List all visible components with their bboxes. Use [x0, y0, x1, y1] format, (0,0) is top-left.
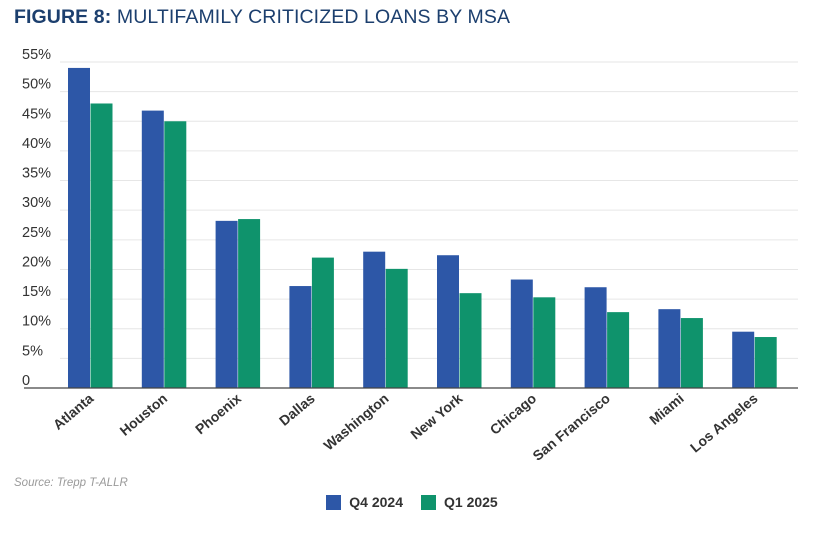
bar-q1: [680, 318, 703, 388]
y-tick-label: 10%: [22, 314, 51, 330]
figure-title: MULTIFAMILY CRITICIZED LOANS BY MSA: [116, 6, 511, 28]
bar-q1: [459, 293, 482, 388]
x-tick-label: Dallas: [276, 390, 318, 429]
y-tick-label: 5%: [22, 343, 43, 359]
y-tick-label: 45%: [22, 106, 51, 122]
y-tick-label: 15%: [22, 284, 51, 300]
x-tick-label: Atlanta: [50, 390, 97, 433]
y-tick-label: 0: [22, 373, 30, 389]
legend: Q4 2024 Q1 2025: [0, 494, 824, 510]
legend-item-q1: Q1 2025: [421, 494, 498, 510]
bar-q4: [658, 309, 681, 388]
x-tick-label: Phoenix: [192, 390, 244, 437]
x-tick-label: Los Angeles: [687, 390, 761, 456]
bar-q1: [385, 268, 408, 388]
legend-label-q4: Q4 2024: [349, 494, 403, 510]
x-tick-label: Houston: [116, 390, 170, 439]
legend-swatch-q1: [421, 494, 436, 510]
bar-q1: [754, 337, 777, 388]
y-tick-label: 30%: [22, 195, 51, 211]
x-tick-label: Washington: [320, 390, 391, 453]
x-tick-label: San Francisco: [529, 390, 613, 464]
legend-item-q4: Q4 2024: [326, 494, 403, 510]
bar-q4: [732, 331, 755, 388]
legend-label-q1: Q1 2025: [444, 494, 498, 510]
bar-q1: [607, 312, 630, 388]
y-tick-label: 55%: [22, 47, 51, 63]
source-note: Source: Trepp T-ALLR: [14, 477, 128, 489]
bar-q1: [164, 121, 187, 388]
bar-q1: [90, 103, 113, 388]
bar-q4: [68, 67, 90, 388]
figure-number: FIGURE 8:: [14, 6, 112, 28]
x-tick-label: New York: [407, 390, 465, 443]
bar-q4: [215, 220, 238, 388]
y-tick-label: 40%: [22, 136, 51, 152]
legend-swatch-q4: [326, 494, 342, 510]
bar-q1: [533, 297, 556, 388]
bar-q4: [289, 286, 312, 388]
y-tick-label: 35%: [22, 166, 51, 182]
bar-q4: [437, 255, 459, 388]
bar-q4: [363, 251, 386, 388]
x-tick-label: Chicago: [487, 390, 540, 438]
y-tick-label: 50%: [22, 77, 51, 93]
bar-q4: [141, 110, 164, 388]
x-tick-label: Miami: [646, 390, 687, 428]
y-tick-label: 20%: [22, 254, 51, 270]
bar-q4: [584, 287, 607, 388]
y-tick-label: 25%: [22, 225, 51, 241]
bar-q4: [510, 279, 533, 388]
bar-chart: 0 5% 10% 15% 20% 25% 30% 35% 40% 45% 50% 55% Atlanta…: [22, 47, 798, 464]
bar-q1: [311, 257, 334, 388]
chart-title: FIGURE 8: MULTIFAMILY CRITICIZED LOANS B…: [14, 6, 510, 29]
bar-q1: [238, 219, 261, 388]
